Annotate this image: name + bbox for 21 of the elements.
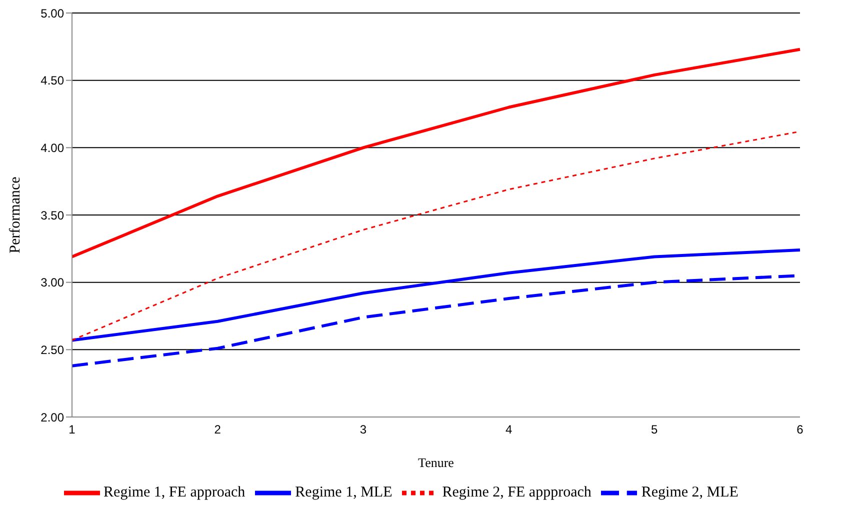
- line-series: [70, 48, 802, 258]
- x-tick-label: 5: [651, 422, 658, 437]
- x-tick-label: 2: [214, 422, 222, 437]
- x-tick-label: 4: [505, 422, 512, 437]
- legend-label: Regime 1, FE approach: [104, 484, 246, 500]
- legend-label: Regime 2, MLE: [641, 484, 738, 500]
- line-series: [70, 248, 802, 342]
- legend-label: Regime 1, MLE: [295, 484, 392, 500]
- y-tick-label: 2.50: [40, 342, 64, 357]
- x-tick-label: 3: [360, 422, 367, 437]
- x-axis-title: Tenure: [418, 455, 454, 470]
- x-tick-label: 6: [796, 422, 804, 437]
- x-tick-label: 1: [68, 422, 76, 437]
- legend-label: Regime 2, FE appproach: [442, 484, 592, 500]
- y-tick-label: 2.00: [40, 410, 64, 424]
- y-axis-title: Performance: [7, 176, 24, 254]
- y-tick-label: 4.00: [40, 140, 64, 155]
- y-tick-label: 3.00: [40, 276, 64, 290]
- y-tick-label: 5.00: [40, 6, 64, 20]
- y-tick-label: 4.50: [40, 74, 64, 88]
- y-tick-label: 3.50: [40, 208, 64, 222]
